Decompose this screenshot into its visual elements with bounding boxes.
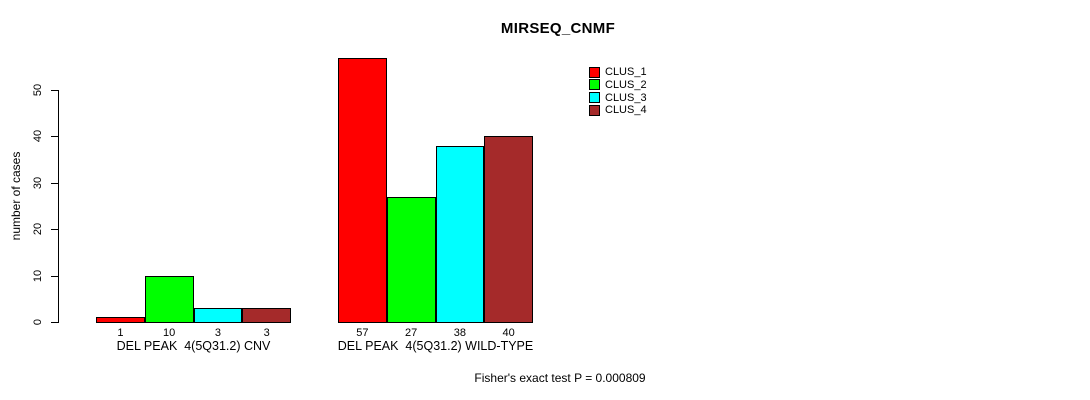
bar-clus_2-group1 xyxy=(144,275,194,323)
bar-clus_4-group1 xyxy=(242,308,291,323)
y-axis-tick-label: 50 xyxy=(32,83,44,97)
y-axis-tick xyxy=(51,136,59,138)
bar-value-label: 1 xyxy=(117,327,124,339)
legend-swatch-clus_2 xyxy=(589,79,600,91)
x-axis-category-label: DEL PEAK 4(5Q31.2) WILD-TYPE xyxy=(337,339,534,353)
bar-clus_3-group2 xyxy=(435,145,485,323)
legend-swatch-clus_3 xyxy=(589,92,600,104)
legend-label-clus_4: CLUS_4 xyxy=(605,104,647,117)
fisher-exact-test-note: Fisher's exact test P = 0.000809 xyxy=(474,371,646,385)
y-axis-line xyxy=(58,90,59,323)
y-axis-tick xyxy=(51,229,59,231)
bar-value-label: 38 xyxy=(453,327,466,339)
bar-clus_4-group2 xyxy=(484,136,533,323)
legend-swatch-clus_4 xyxy=(589,104,600,116)
bar-clus_1-group1 xyxy=(96,317,145,323)
legend-label-clus_3: CLUS_3 xyxy=(605,91,647,104)
y-axis-label: number of cases xyxy=(9,151,23,241)
y-axis-tick xyxy=(51,322,59,323)
legend-label-clus_2: CLUS_2 xyxy=(605,78,647,91)
y-axis-tick xyxy=(51,90,59,91)
y-axis-tick xyxy=(51,182,59,184)
legend-label-clus_1: CLUS_1 xyxy=(605,66,647,78)
bar-clus_1-group2 xyxy=(338,57,387,323)
bar-value-label: 57 xyxy=(356,327,369,339)
bar-value-label: 10 xyxy=(163,327,176,339)
y-axis-tick-label: 0 xyxy=(32,318,44,326)
x-axis-category-label: DEL PEAK 4(5Q31.2) CNV xyxy=(116,339,271,353)
bar-value-label: 3 xyxy=(263,327,270,339)
y-axis-tick-label: 20 xyxy=(32,223,44,236)
y-axis-tick-label: 10 xyxy=(32,269,44,282)
bar-value-label: 40 xyxy=(502,327,515,339)
legend-swatch-clus_1 xyxy=(589,66,600,78)
y-axis-tick xyxy=(51,275,59,277)
chart-title: MIRSEQ_CNMF xyxy=(500,20,616,37)
bar-clus_3-group1 xyxy=(193,308,243,323)
bar-value-label: 27 xyxy=(405,327,418,339)
bar-clus_2-group2 xyxy=(386,196,436,323)
y-axis-tick-label: 30 xyxy=(32,176,44,189)
y-axis-tick-label: 40 xyxy=(32,130,44,143)
bar-value-label: 3 xyxy=(214,327,221,339)
